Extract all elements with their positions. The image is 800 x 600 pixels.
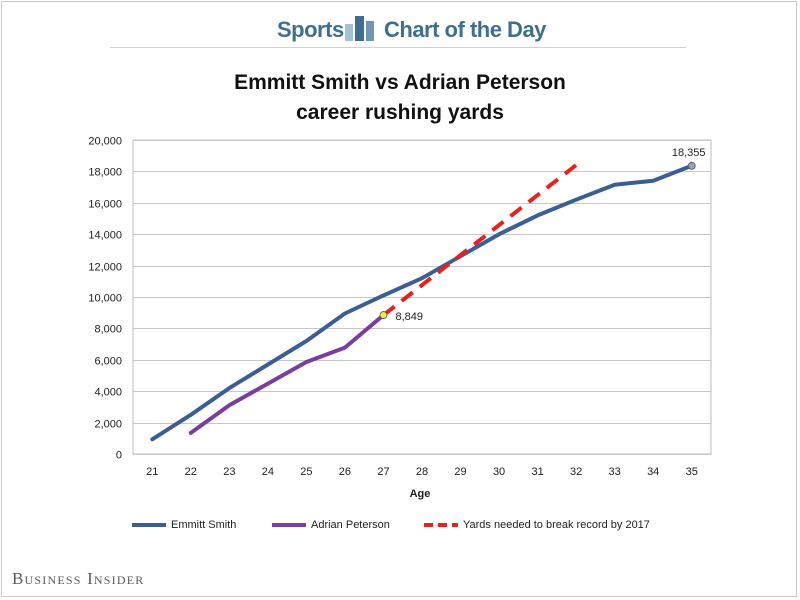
- y-tick-label: 8,000: [94, 324, 122, 336]
- chart-title-line-2: career rushing yards: [296, 101, 504, 124]
- banner-sports-label: Sports: [277, 17, 344, 42]
- legend-label-adrian-peterson: Adrian Peterson: [311, 519, 390, 531]
- x-tick-label: 25: [300, 466, 312, 478]
- business-insider-logo: Business Insider: [12, 569, 145, 588]
- y-tick-label: 4,000: [94, 387, 122, 399]
- series-line-0: [150, 163, 694, 442]
- x-tick-label: 33: [609, 466, 621, 478]
- legend-label-emmitt-smith: Emmitt Smith: [171, 519, 237, 531]
- series-lines: [150, 163, 694, 442]
- x-tick-label: 32: [570, 466, 582, 478]
- annotations: 18,355 8,849: [379, 147, 706, 323]
- x-tick-label: 29: [454, 466, 466, 478]
- y-tick-label: 12,000: [88, 262, 122, 274]
- annotation-marker: [687, 161, 696, 170]
- y-tick-label: 18,000: [88, 167, 122, 179]
- y-tick-label: 0: [116, 450, 122, 462]
- chart-title-line-1: Emmitt Smith vs Adrian Peterson: [234, 71, 566, 94]
- x-tick-label: 35: [686, 466, 698, 478]
- x-tick-label: 22: [185, 466, 197, 478]
- annotation-marker: [379, 311, 388, 319]
- x-tick-label: 30: [493, 466, 505, 478]
- chart-of-the-day-banner: Sports Chart of the Day: [0, 12, 800, 46]
- x-tick-label: 23: [223, 466, 235, 478]
- x-tick-label: 28: [416, 466, 428, 478]
- x-axis-label: Age: [410, 488, 431, 500]
- banner-chart-of-the-day-label: Chart of the Day: [384, 17, 546, 42]
- chart-title: Emmitt Smith vs Adrian Peterson career r…: [0, 68, 800, 128]
- annotation-label: 8,849: [395, 311, 423, 323]
- legend-swatch-adrian-peterson: [272, 523, 306, 527]
- bar-chart-icon: [344, 14, 376, 47]
- series-line-1: [188, 313, 386, 435]
- legend-swatch-emmitt-smith: [132, 523, 166, 527]
- x-tick-label: 34: [647, 466, 659, 478]
- annotation-label: 18,355: [672, 147, 706, 159]
- legend-item-emmitt-smith: Emmitt Smith: [132, 519, 236, 531]
- banner-divider: [110, 47, 686, 48]
- legend-label-yards-needed: Yards needed to break record by 2017: [463, 519, 650, 531]
- y-tick-label: 2,000: [94, 419, 122, 431]
- y-tick-label: 14,000: [88, 230, 122, 242]
- x-tick-label: 27: [377, 466, 389, 478]
- legend-item-adrian-peterson: Adrian Peterson: [272, 519, 390, 531]
- y-tick-label: 20,000: [88, 136, 122, 148]
- legend-swatch-yards-needed: [424, 523, 458, 527]
- x-tick-label: 24: [262, 466, 274, 478]
- gridlines: [132, 139, 712, 455]
- legend-item-yards-needed: Yards needed to break record by 2017: [424, 519, 650, 531]
- x-tick-label: 31: [531, 466, 543, 478]
- axes: 0 2,000 4,000 6,000 8,000 10,000 12,000 14,000 1…: [88, 136, 698, 479]
- series-line-2: [382, 163, 578, 317]
- chart-legend: Emmitt Smith Adrian Peterson Yards neede…: [0, 519, 800, 539]
- y-tick-label: 6,000: [94, 356, 122, 368]
- x-tick-label: 26: [339, 466, 351, 478]
- x-tick-label: 21: [146, 466, 158, 478]
- y-tick-label: 10,000: [88, 293, 122, 305]
- y-tick-label: 16,000: [88, 199, 122, 211]
